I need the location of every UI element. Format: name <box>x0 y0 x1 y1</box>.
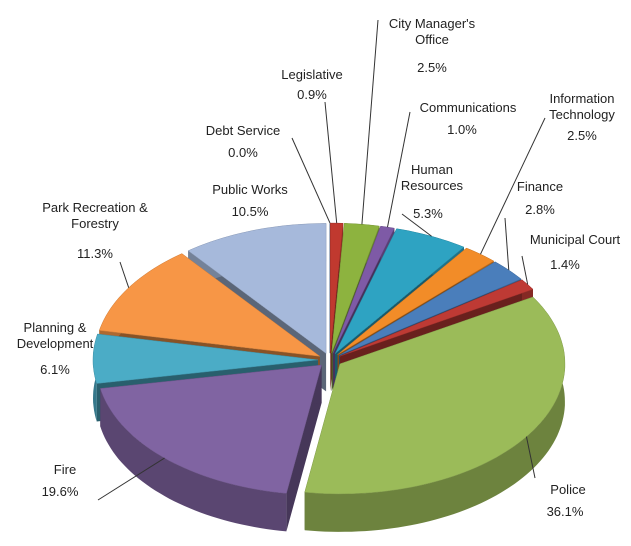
value-label: 2.5% <box>417 60 447 75</box>
category-label: Public Works <box>212 182 288 197</box>
category-label: Information Technology <box>549 91 615 122</box>
value-label: 1.0% <box>447 122 477 137</box>
slice <box>304 296 566 495</box>
slice <box>339 279 534 357</box>
leader-line <box>97 457 165 501</box>
slice <box>187 223 327 354</box>
leader-line <box>291 137 331 224</box>
leader-line <box>521 255 529 285</box>
category-label: Legislative <box>281 67 343 82</box>
category-label: Municipal Court <box>529 232 621 247</box>
value-label: 0.0% <box>228 145 258 160</box>
slice <box>334 228 465 354</box>
category-label: City Manager's Office <box>388 16 476 47</box>
value-label: 0.9% <box>297 87 327 102</box>
leader-line <box>525 436 536 479</box>
slice-side <box>286 365 322 532</box>
value-label: 11.3% <box>77 246 113 261</box>
value-label: 36.1% <box>546 504 584 519</box>
value-label: 6.1% <box>40 362 70 377</box>
category-label: Communications <box>419 100 517 115</box>
category-label: Planning & Development <box>16 320 94 351</box>
category-label: Park Recreation & Forestry <box>42 200 148 231</box>
category-label: Finance <box>516 179 564 194</box>
category-label: Fire <box>53 462 77 477</box>
leader-line <box>504 217 510 271</box>
slice <box>92 333 319 384</box>
leader-line <box>324 101 338 224</box>
value-label: 2.5% <box>567 128 597 143</box>
slice-side <box>100 388 287 532</box>
slice <box>338 261 522 356</box>
slice-side <box>304 297 565 532</box>
value-label: 19.6% <box>41 484 79 499</box>
leader-line <box>401 213 432 237</box>
category-label: Police <box>550 482 586 497</box>
category-label: Debt Service <box>205 123 281 138</box>
leader-line <box>387 111 411 228</box>
value-label: 2.8% <box>525 202 555 217</box>
leader-line <box>119 261 130 288</box>
value-label: 10.5% <box>231 204 269 219</box>
value-label: 5.3% <box>413 206 443 221</box>
leader-line <box>480 117 546 255</box>
value-label: 1.4% <box>550 257 580 272</box>
category-label: Human Resources <box>400 162 464 193</box>
leader-line <box>361 19 379 225</box>
